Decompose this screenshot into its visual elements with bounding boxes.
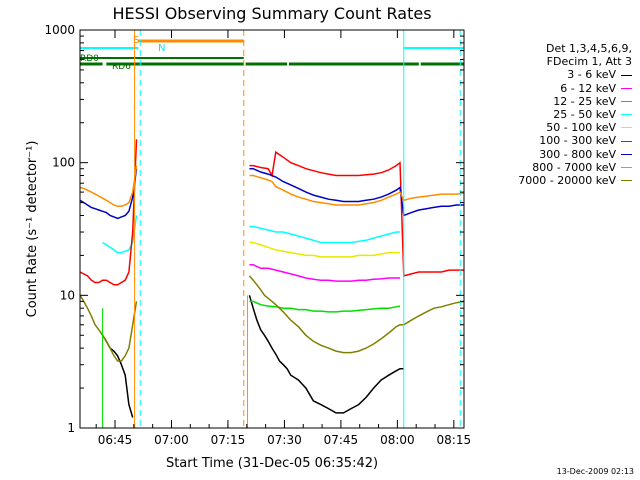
legend-swatch (621, 153, 632, 155)
legend-label: 7000 - 20000 keV (518, 174, 616, 188)
legend-swatch (621, 87, 632, 89)
legend-swatch (621, 114, 632, 116)
series-line (101, 334, 134, 418)
series-line (249, 264, 400, 282)
series-line (249, 225, 400, 244)
x-tick-label: 07:00 (154, 433, 189, 447)
label-RD0: RD0 (80, 54, 99, 64)
legend-entry: 25 - 50 keV (462, 108, 632, 121)
legend-entry: 800 - 7000 keV (462, 161, 632, 174)
y-axis-ticks: 1 10 100 1000 (44, 23, 464, 435)
y-tick-label: 1 (67, 421, 75, 435)
footer-timestamp: 13-Dec-2009 02:13 (556, 467, 634, 476)
legend-entry: 7000 - 20000 keV (462, 174, 632, 187)
series-line (249, 150, 464, 277)
legend-entry: 3 - 6 keV (462, 68, 632, 81)
y-tick-label: 10 (60, 288, 75, 302)
x-axis-label: Start Time (31-Dec-05 06:35:42) (166, 456, 378, 471)
x-axis-ticks: 06:45 07:00 07:15 07:30 07:45 08:00 08:15 (95, 30, 472, 447)
legend-entry: 100 - 300 keV (462, 134, 632, 147)
x-tick-label: 07:45 (324, 433, 359, 447)
legend-swatch (621, 166, 632, 168)
series-line (249, 241, 400, 258)
series-line (249, 300, 401, 313)
legend-label: 6 - 12 keV (560, 81, 616, 95)
time-markers (102, 30, 461, 428)
series-line (248, 275, 465, 354)
label-S: S (133, 35, 139, 46)
legend-entry: 6 - 12 keV (462, 82, 632, 95)
y-tick-label: 1000 (44, 23, 75, 37)
legend-swatch (621, 127, 632, 129)
plot-frame (79, 29, 465, 429)
legend: Det 1,3,4,5,6,9, FDecim 1, Att 3 3 - 6 k… (462, 42, 632, 187)
x-tick-label: 06:45 (98, 433, 133, 447)
series-line (249, 167, 464, 217)
y-tick-label: 100 (52, 156, 75, 170)
chart-title: HESSI Observing Summary Count Rates (112, 4, 431, 23)
legend-label: 12 - 25 keV (553, 94, 616, 108)
series-line (79, 165, 138, 207)
series-line (248, 295, 404, 414)
legend-header-2: FDecim 1, Att 3 (546, 55, 632, 69)
series-line (79, 168, 138, 220)
legend-label: 25 - 50 keV (553, 108, 616, 122)
legend-swatch (621, 180, 632, 182)
legend-entry: 300 - 800 keV (462, 148, 632, 161)
y-axis-label: Count Rate (s⁻¹ detector⁻¹) (25, 141, 40, 318)
legend-label: 100 - 300 keV (539, 134, 616, 148)
legend-swatch (621, 74, 632, 76)
x-tick-label: 07:30 (267, 433, 302, 447)
series-line (249, 174, 465, 206)
label-RD6: RD6 (112, 62, 131, 72)
x-tick-label: 08:15 (437, 433, 472, 447)
x-tick-label: 07:15 (211, 433, 246, 447)
x-tick-label: 08:00 (380, 433, 415, 447)
legend-entry: 12 - 25 keV (462, 95, 632, 108)
legend-label: 3 - 6 keV (567, 68, 616, 82)
legend-label: 800 - 7000 keV (532, 160, 616, 174)
legend-label: 300 - 800 keV (539, 147, 616, 161)
legend-label: 50 - 100 keV (546, 121, 616, 135)
legend-header-1: Det 1,3,4,5,6,9, (545, 42, 632, 55)
label-N: N (158, 43, 165, 54)
legend-entry: 50 - 100 keV (462, 121, 632, 134)
legend-swatch (621, 100, 632, 102)
series-layer (79, 139, 465, 418)
legend-swatch (621, 140, 632, 142)
series-line (79, 139, 138, 286)
status-bars (80, 39, 464, 66)
series-line (79, 294, 138, 362)
